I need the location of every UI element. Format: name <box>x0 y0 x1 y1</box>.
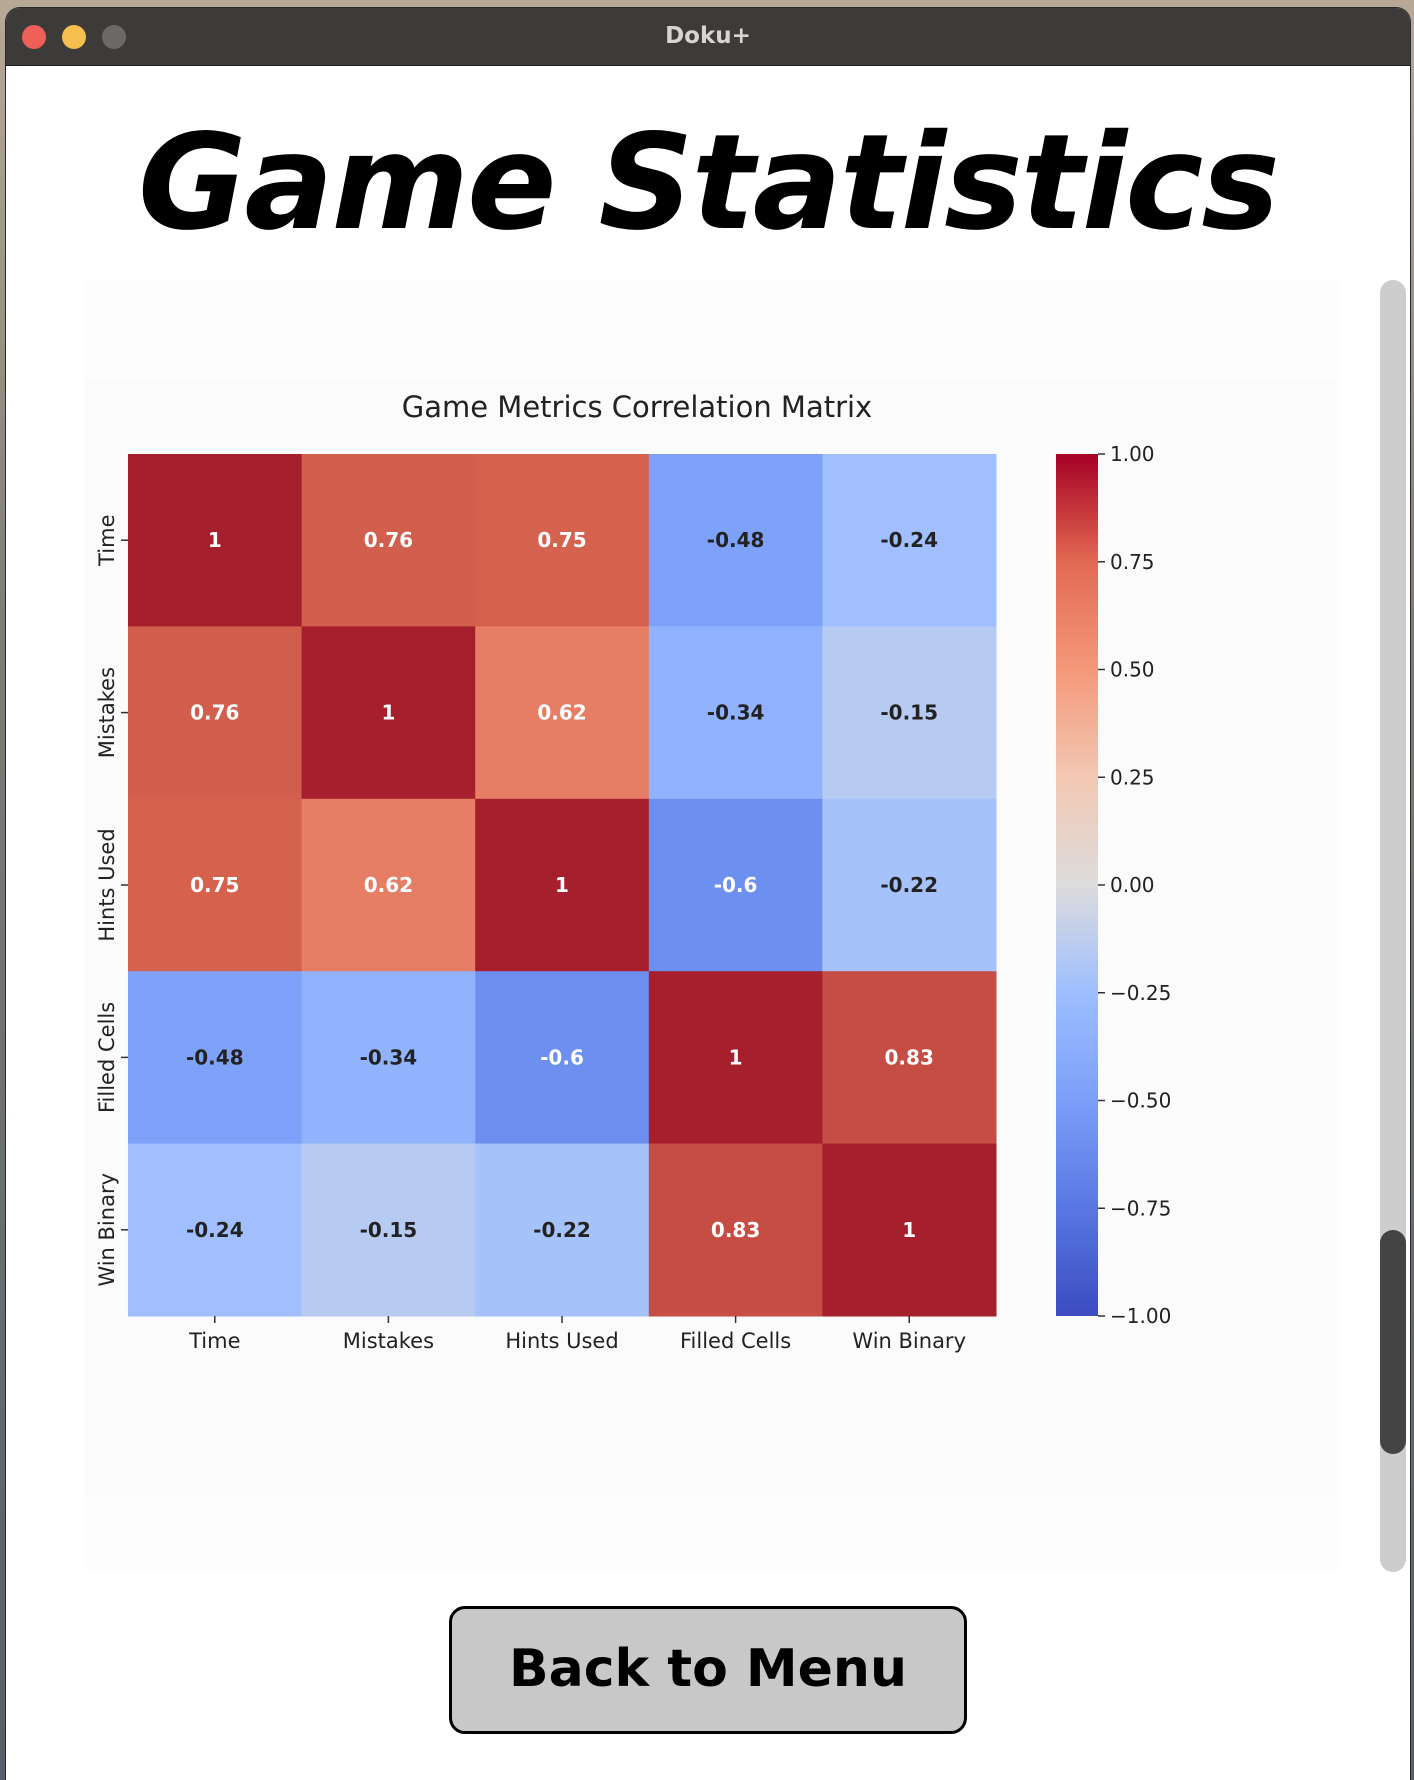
colorbar-tick-label: 1.00 <box>1110 442 1155 466</box>
heatmap-cell <box>822 454 997 627</box>
cell-annotation: 0.76 <box>364 528 413 552</box>
heatmap-cell <box>301 454 476 627</box>
heatmap-cell <box>128 798 303 972</box>
cell-annotation: 0.75 <box>190 873 239 897</box>
y-tick-label: Filled Cells <box>95 1002 119 1113</box>
x-tick-label: Filled Cells <box>680 1329 791 1353</box>
heatmap-cell <box>301 1143 476 1317</box>
heatmap-cell <box>128 1143 303 1317</box>
heatmap-cell <box>475 626 650 800</box>
back-to-menu-button[interactable]: Back to Menu <box>449 1606 967 1734</box>
colorbar-tick-label: −0.25 <box>1110 981 1171 1005</box>
cell-annotation: -0.6 <box>540 1045 584 1069</box>
heatmap-cell <box>475 798 650 972</box>
cell-annotation: 1 <box>729 1045 743 1069</box>
cell-annotation: 0.83 <box>711 1218 760 1242</box>
page-title: Game Statistics <box>138 106 1280 260</box>
cell-annotation: 1 <box>208 528 222 552</box>
title-bar: Doku+ <box>6 8 1410 66</box>
colorbar-tick-label: 0.75 <box>1110 550 1155 574</box>
y-tick-label: Win Binary <box>95 1173 119 1287</box>
cell-annotation: -0.15 <box>880 701 938 725</box>
y-tick-label: Hints Used <box>95 828 119 941</box>
colorbar-tick-label: −0.75 <box>1110 1196 1171 1220</box>
colorbar-tick-label: −0.50 <box>1110 1089 1171 1113</box>
cell-annotation: -0.24 <box>186 1218 244 1242</box>
app-window: Doku+ Game Statistics Game Metrics Corre… <box>6 8 1410 1780</box>
x-tick-label: Win Binary <box>852 1329 966 1353</box>
chart-frame: Game Metrics Correlation Matrix 1 0.76 0.7… <box>84 380 1336 1496</box>
cell-annotation: 0.76 <box>190 701 239 725</box>
heatmap-cell <box>648 798 823 972</box>
cell-annotation: -0.22 <box>533 1218 591 1242</box>
y-tick-label: Time <box>95 514 119 566</box>
cell-annotation: 0.62 <box>537 701 586 725</box>
cell-annotation: -0.24 <box>880 528 938 552</box>
x-tick-label: Hints Used <box>505 1329 618 1353</box>
heatmap-cell <box>475 1143 650 1317</box>
window-title: Doku+ <box>665 23 751 49</box>
zoom-window-button[interactable] <box>102 25 126 49</box>
colorbar-tick-label: 0.25 <box>1110 765 1155 789</box>
heatmap-cell <box>648 971 823 1145</box>
heatmap-cell <box>301 626 476 800</box>
heatmap-cell <box>128 971 303 1145</box>
main-content: Game Statistics Game Metrics Correlation… <box>6 66 1410 1780</box>
cell-annotation: 0.75 <box>537 528 586 552</box>
x-tick-label: Time <box>188 1329 240 1353</box>
heatmap-cell <box>822 1143 997 1317</box>
colorbar-tick-label: −1.00 <box>1110 1304 1171 1328</box>
heatmap-cell <box>648 1143 823 1317</box>
x-tick-label: Mistakes <box>343 1329 434 1353</box>
cell-annotation: -0.22 <box>880 873 938 897</box>
heatmap-cell <box>128 454 303 627</box>
cell-annotation: 0.83 <box>885 1045 934 1069</box>
heatmap-cell <box>648 454 823 627</box>
cell-annotation: 1 <box>902 1218 916 1242</box>
cell-annotation: 1 <box>381 701 395 725</box>
colorbar-tick-label: 0.50 <box>1110 658 1155 682</box>
heatmap-cell <box>475 454 650 627</box>
cell-annotation: -0.48 <box>186 1045 244 1069</box>
colorbar <box>1056 454 1098 1316</box>
colorbar-tick-label: 0.00 <box>1110 873 1155 897</box>
y-tick-label: Mistakes <box>95 667 119 758</box>
heatmap-cell <box>301 971 476 1145</box>
scrollbar-thumb[interactable] <box>1380 1230 1406 1454</box>
cell-annotation: -0.15 <box>360 1218 418 1242</box>
heatmap-cell <box>301 798 476 972</box>
heatmap-cell <box>822 626 997 800</box>
chart-title: Game Metrics Correlation Matrix <box>402 390 872 424</box>
heatmap-cell <box>648 626 823 800</box>
minimize-window-button[interactable] <box>62 25 86 49</box>
heatmap-cell <box>475 971 650 1145</box>
cell-annotation: -0.34 <box>360 1045 418 1069</box>
heatmap-cell <box>822 798 997 972</box>
close-window-button[interactable] <box>22 25 46 49</box>
correlation-heatmap: Game Metrics Correlation Matrix 1 0.76 0.7… <box>95 390 1171 1353</box>
cell-annotation: -0.6 <box>714 873 758 897</box>
heatmap-cell <box>128 626 303 800</box>
heatmap-cell <box>822 971 997 1145</box>
cell-annotation: -0.34 <box>707 701 765 725</box>
cell-annotation: 1 <box>555 873 569 897</box>
cell-annotation: -0.48 <box>707 528 765 552</box>
cell-annotation: 0.62 <box>364 873 413 897</box>
